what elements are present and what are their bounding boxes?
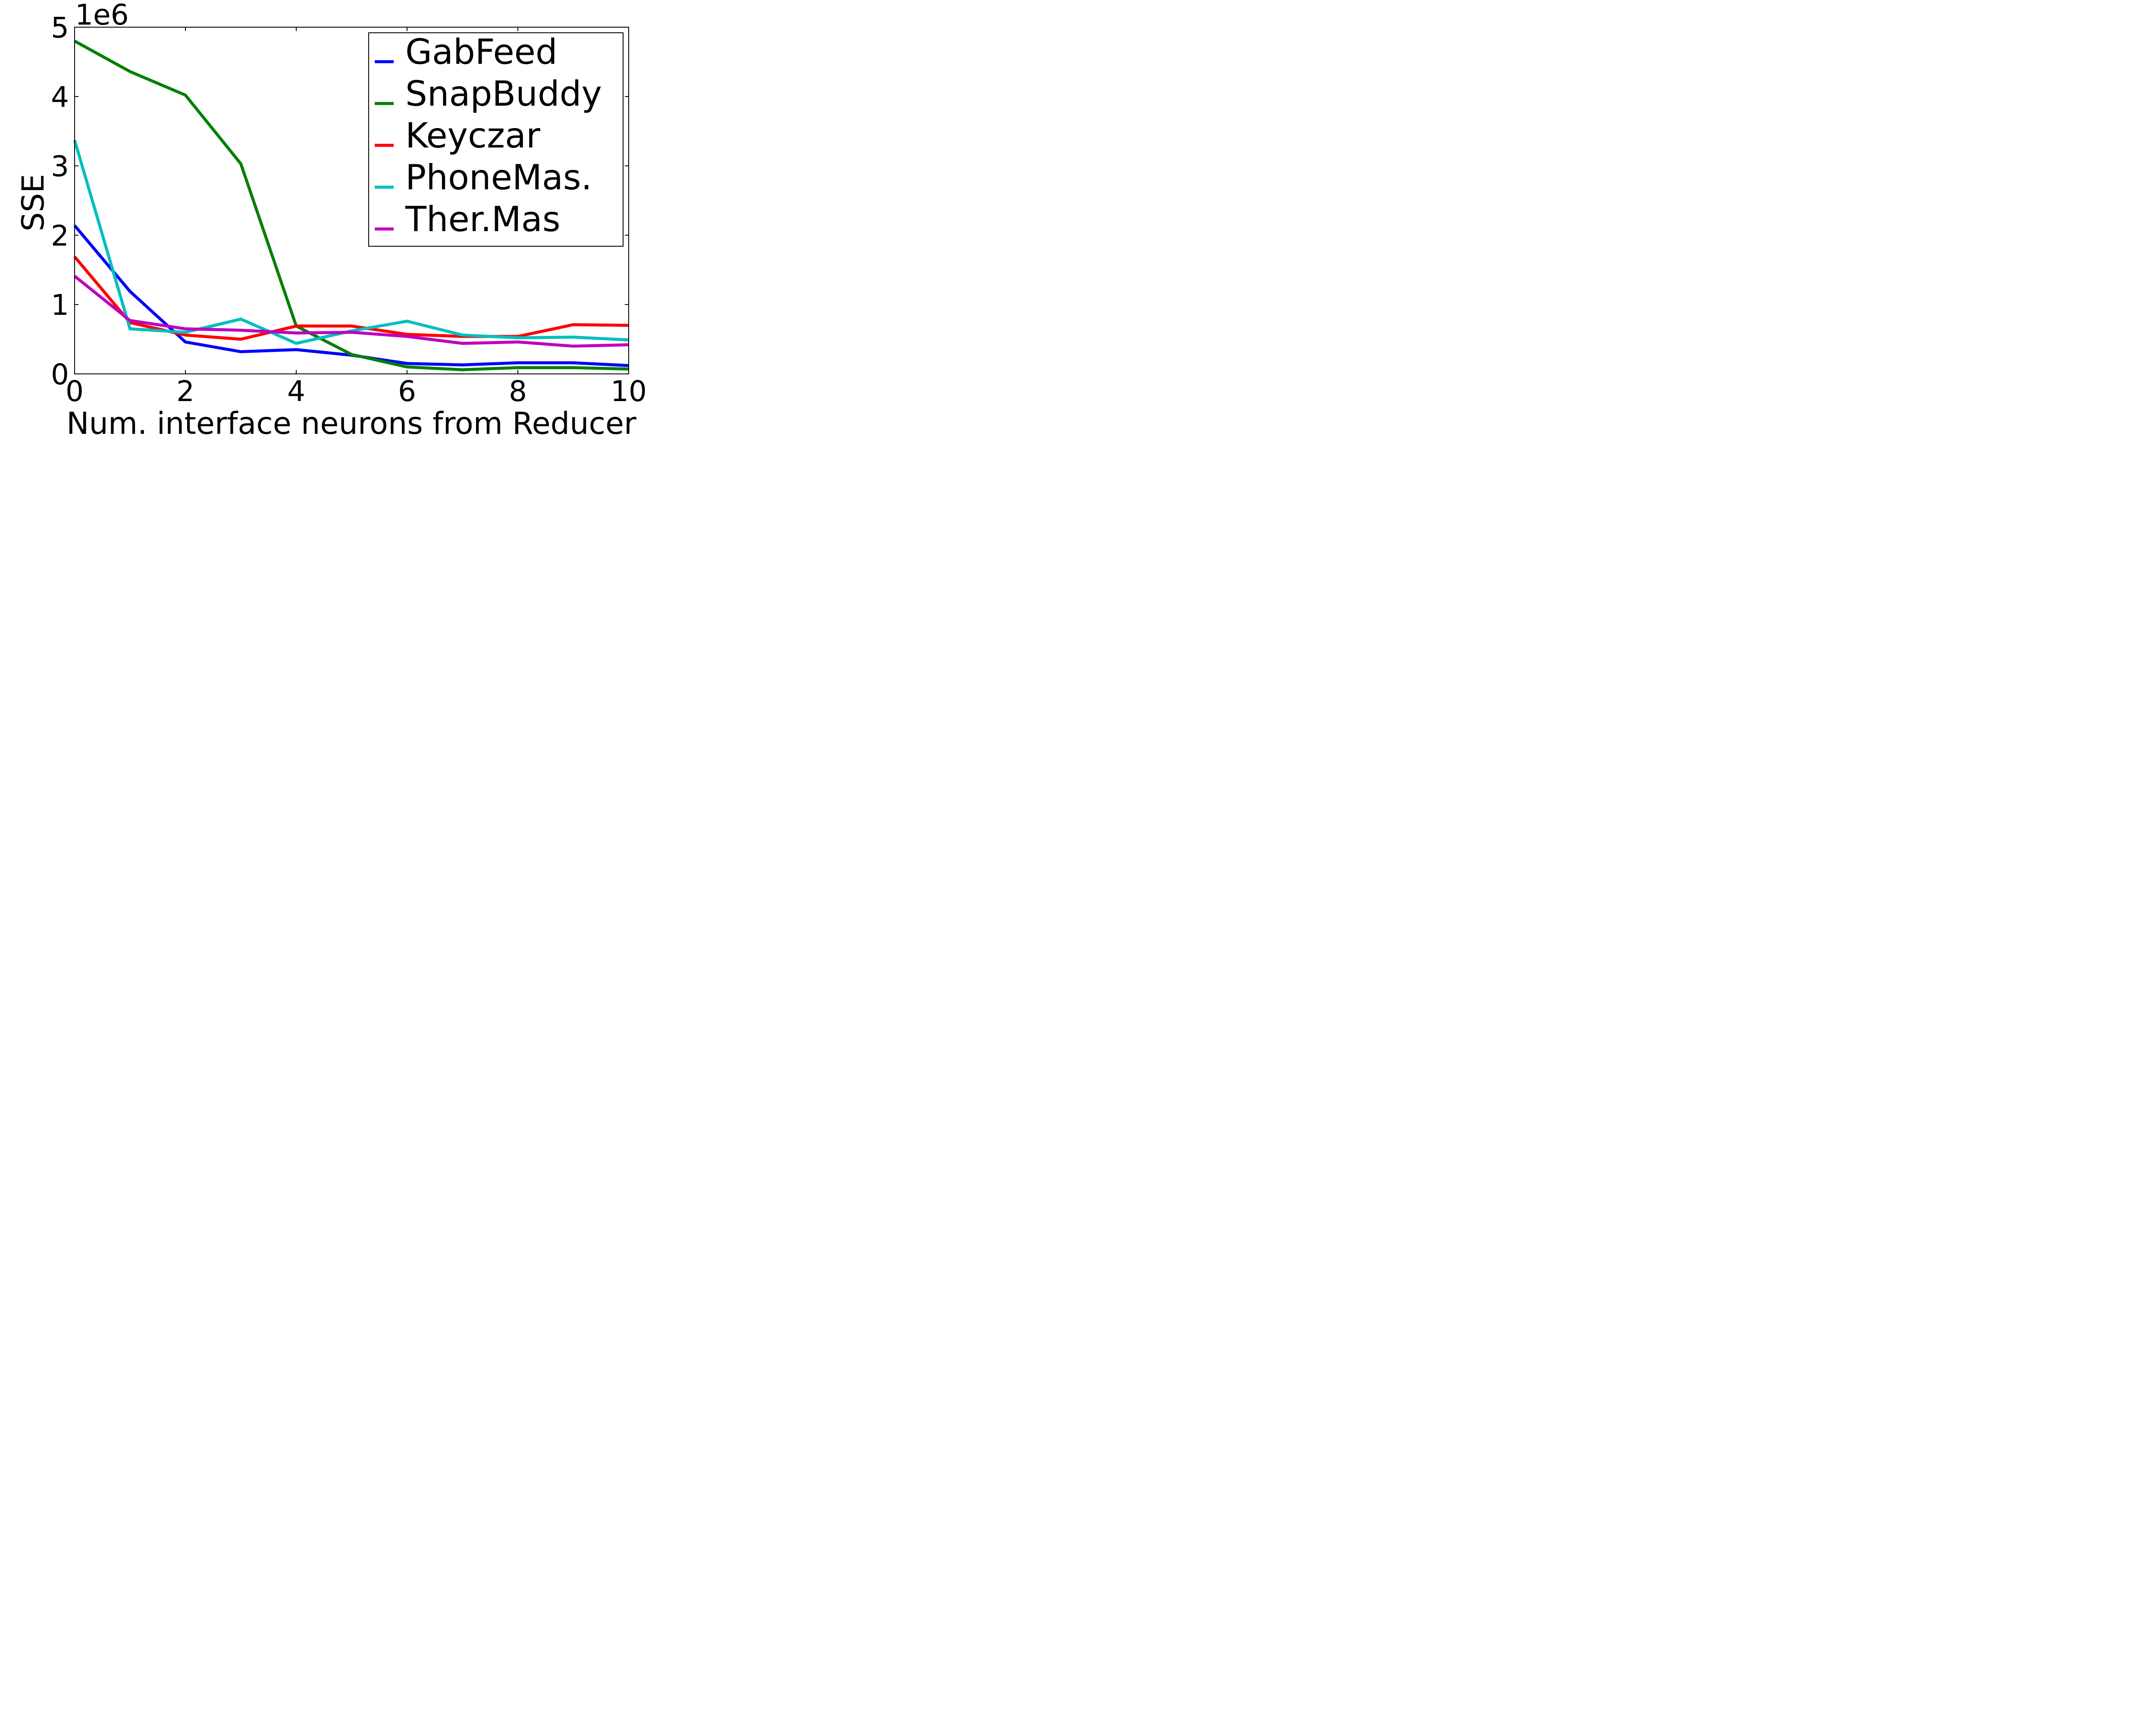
x-tick-label-4: 8 [509,375,527,408]
chart: 0 2 4 6 8 10 0 1 2 3 4 5 1e6 Num. interface neurons… [0,0,671,448]
legend-entry-4: Ther.Mas [375,199,561,239]
series-line-2 [73,255,629,341]
x-tick-label-3: 6 [398,375,416,408]
y-axis-label: SSE [16,174,51,231]
y-tick-label-4: 4 [51,81,69,114]
legend-label-2: Keyczar [405,116,540,156]
legend-label-0: GabFeed [405,32,558,72]
legend-entry-3: PhoneMas. [375,157,592,198]
y-offset-label: 1e6 [75,0,129,31]
series-4 [73,275,629,348]
y-tick-label-5: 5 [51,11,69,44]
x-tick-label-2: 4 [287,375,305,408]
x-axis-label: Num. interface neurons from Reducer [66,406,636,441]
line-chart: 0 2 4 6 8 10 0 1 2 3 4 5 1e6 Num. interface neurons… [16,0,647,441]
series-1 [74,40,629,371]
legend-frame [368,32,624,247]
x-tick-label-5: 10 [611,375,647,408]
legend-entry-0: GabFeed [375,32,558,72]
plot-frame [74,27,629,374]
legend-entry-2: Keyczar [375,116,540,156]
legend-label-1: SnapBuddy [405,74,602,114]
series-2 [73,255,629,341]
y-tick-label-0: 0 [51,358,69,391]
y-tick-label-2: 2 [51,219,69,252]
ticks-layer [74,27,629,374]
series-line-4 [73,275,629,348]
x-tick-label-1: 2 [176,375,194,408]
series-layer [73,40,629,371]
tick-labels: 0 2 4 6 8 10 0 1 2 3 4 5 [51,11,647,408]
legend-entry-1: SnapBuddy [375,74,602,114]
legend-label-4: Ther.Mas [405,199,561,239]
series-line-1 [74,40,629,371]
legend-label-3: PhoneMas. [405,157,592,198]
x-tick-label-0: 0 [66,375,84,408]
y-tick-label-3: 3 [51,150,69,183]
y-tick-label-1: 1 [51,289,69,322]
